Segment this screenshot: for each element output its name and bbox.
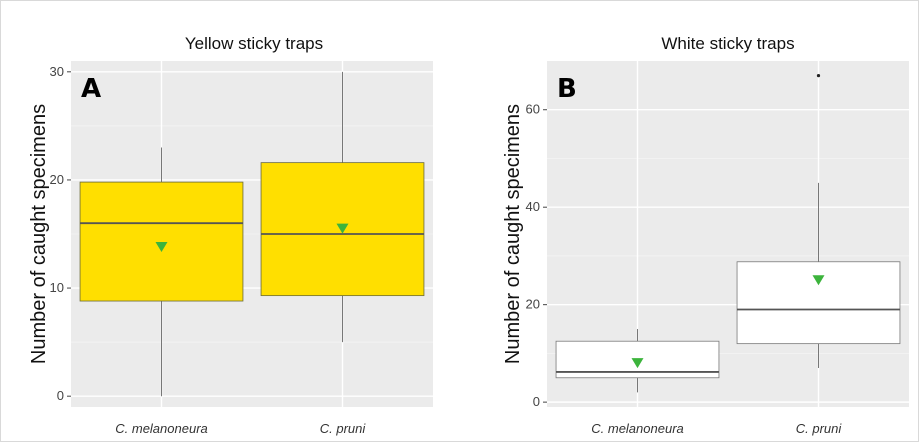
mean-marker	[812, 275, 825, 286]
y-tick-label: 20	[526, 297, 540, 312]
panel-a: 0 10 20 30 C. melanoneura C. pruni Yellow stic…	[28, 34, 433, 436]
panel-label: B	[557, 74, 577, 104]
box-body	[736, 261, 901, 345]
y-tick-label: 40	[526, 199, 540, 214]
x-tick-label: C. melanoneura	[115, 421, 208, 436]
box-cmelanoneura	[79, 147, 244, 397]
outlier-point	[816, 74, 821, 78]
box-body	[79, 181, 244, 302]
y-axis-label: Number of caught specimens	[28, 104, 50, 364]
y-axis-label: Number of caught specimens	[502, 104, 524, 364]
y-tick-label: 10	[50, 280, 64, 295]
mean-marker	[631, 358, 644, 369]
chart-title: White sticky traps	[661, 34, 794, 53]
panel-b: 0 20 40 60 C. melanoneura C. pruni White stick…	[502, 34, 909, 436]
panel-label: A	[81, 74, 101, 104]
mean-marker	[155, 241, 168, 252]
box-body	[260, 162, 425, 297]
y-tick-label: 60	[526, 102, 540, 117]
y-tick-label: 20	[50, 172, 64, 187]
y-tick-label: 30	[50, 64, 64, 79]
chart-title: Yellow sticky traps	[185, 34, 323, 53]
y-tick-label: 0	[57, 388, 64, 403]
x-tick-label: C. pruni	[320, 421, 367, 436]
y-tick-label: 0	[533, 394, 540, 409]
box-cpruni	[736, 74, 901, 369]
box-cmelanoneura	[555, 329, 720, 393]
mean-marker	[336, 223, 349, 234]
box-cpruni	[260, 71, 425, 343]
x-tick-label: C. pruni	[796, 421, 843, 436]
x-tick-label: C. melanoneura	[591, 421, 684, 436]
